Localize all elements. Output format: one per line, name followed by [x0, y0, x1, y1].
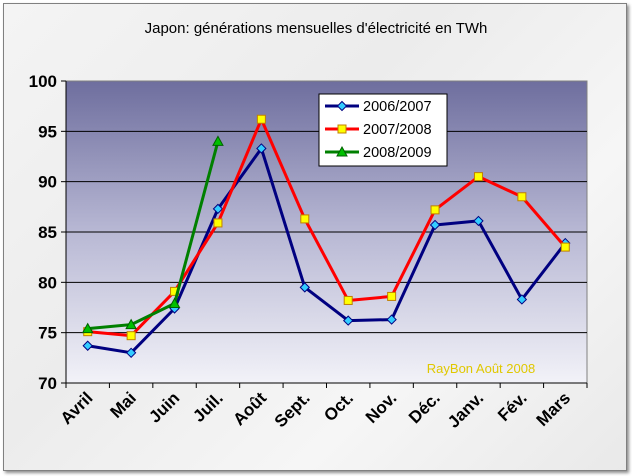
data-point: [560, 242, 570, 252]
data-point: [126, 331, 136, 341]
series-1: [82, 143, 571, 359]
series-group: [81, 114, 571, 359]
legend-marker-2: [337, 124, 347, 134]
x-tick-label-7: Oct.: [320, 388, 357, 425]
y-tick-label-100: 100: [29, 72, 57, 91]
legend-label-1: 2006/2007: [363, 99, 432, 115]
data-point: [256, 143, 267, 154]
series-2: [83, 114, 570, 341]
author-annotation: RayBon Août 2008: [427, 361, 535, 376]
x-tick-label-6: Sept.: [271, 388, 314, 431]
legend-marker-1: [336, 100, 348, 112]
chart-title: Japon: générations mensuelles d'électric…: [145, 20, 488, 37]
series-line-2: [87, 117, 567, 338]
y-tick-label-90: 90: [38, 173, 57, 192]
data-point: [473, 172, 483, 182]
legend-label-2: 2007/2008: [363, 122, 432, 138]
data-point: [82, 340, 93, 351]
data-point: [256, 114, 266, 124]
data-point: [81, 322, 94, 334]
x-tick-label-3: Juin: [145, 388, 183, 426]
data-point: [387, 291, 397, 301]
data-point: [429, 219, 441, 231]
data-point: [125, 318, 137, 330]
y-tick-label-80: 80: [38, 273, 57, 292]
x-tick-label-9: Déc.: [405, 388, 444, 427]
data-point: [212, 135, 224, 146]
data-point: [213, 218, 223, 228]
x-tick-label-5: Août: [229, 388, 270, 429]
data-point: [430, 205, 440, 215]
data-point: [212, 203, 224, 215]
x-axis: Avril Mai Juin Juil. Août Sept. Oct. Nov. Déc. Ja…: [57, 382, 588, 432]
legend: 2006/2007 2007/2008 2008/2009: [318, 93, 448, 167]
x-tick-label-10: Janv.: [444, 388, 487, 431]
data-point: [125, 347, 137, 359]
y-tick-label-70: 70: [38, 374, 57, 393]
y-tick-label-75: 75: [38, 324, 57, 343]
data-point: [343, 295, 353, 305]
data-point: [516, 294, 528, 305]
x-tick-label-4: Juil.: [189, 388, 226, 425]
series-line-3: [87, 141, 220, 331]
legend-label-3: 2008/2009: [363, 145, 432, 161]
x-tick-label-8: Nov.: [362, 388, 401, 427]
legend-marker-3: [336, 145, 348, 157]
data-point: [517, 192, 527, 202]
x-tick-label-2: Mai: [106, 388, 139, 421]
data-point: [299, 282, 310, 293]
data-point: [473, 215, 484, 227]
series-line-1: [87, 146, 567, 355]
y-tick-label-95: 95: [38, 122, 57, 141]
y-axis: 70 75 80 85 90 95 100: [29, 72, 67, 393]
data-point: [343, 315, 354, 326]
x-tick-label-1: Avril: [57, 388, 97, 428]
x-tick-label-12: Mars: [533, 388, 574, 429]
data-point: [168, 297, 181, 308]
data-point: [386, 314, 397, 325]
data-point: [300, 214, 310, 224]
series-3: [81, 135, 224, 334]
y-tick-label-85: 85: [38, 223, 57, 242]
x-tick-label-11: Fév.: [494, 388, 531, 425]
